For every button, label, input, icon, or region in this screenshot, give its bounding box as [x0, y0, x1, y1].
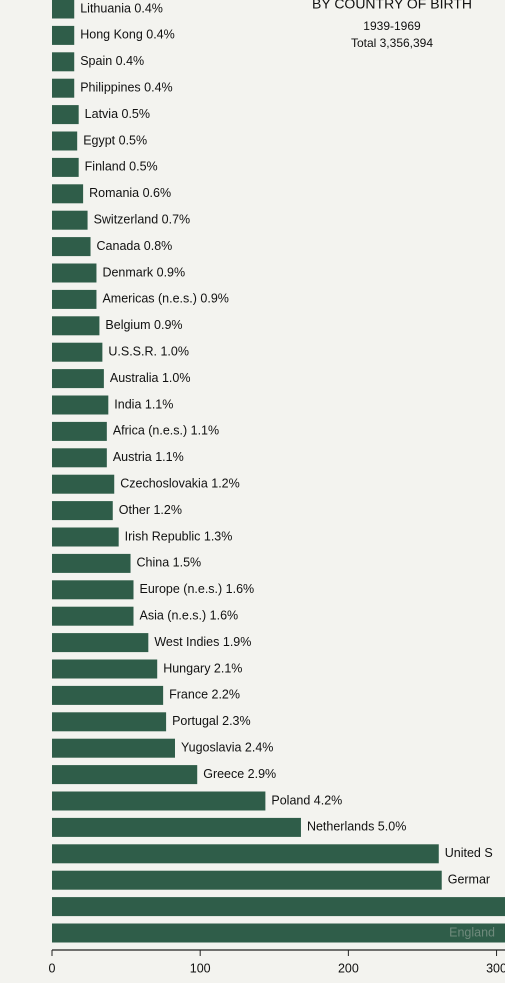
bar	[52, 157, 79, 177]
bar	[52, 738, 175, 758]
bar	[52, 501, 113, 521]
bar	[52, 78, 75, 98]
chart-subtitle: 1939-1969	[363, 19, 421, 33]
bar	[52, 421, 107, 441]
bar	[52, 131, 78, 151]
bar-label: Poland 4.2%	[271, 793, 342, 807]
bar	[52, 791, 266, 811]
bar	[52, 580, 134, 600]
bar-label: Asia (n.e.s.) 1.6%	[140, 608, 239, 622]
bar-label: U.S.S.R. 1.0%	[108, 344, 189, 358]
bar-label: West Indies 1.9%	[154, 635, 251, 649]
bar	[52, 0, 75, 19]
bar	[52, 712, 167, 732]
bar	[52, 817, 301, 837]
bar	[52, 52, 75, 72]
x-tick-label: 100	[190, 961, 211, 975]
bar	[52, 527, 119, 547]
bar	[52, 844, 439, 864]
bar-label: China 1.5%	[137, 556, 202, 570]
bar	[52, 25, 75, 45]
bar-label: Denmark 0.9%	[102, 265, 185, 279]
bar-label: Latvia 0.5%	[85, 107, 150, 121]
bar	[52, 897, 505, 917]
bar-label: Irish Republic 1.3%	[125, 529, 233, 543]
bar-label: Germar	[448, 872, 490, 886]
bar-label: Belgium 0.9%	[105, 318, 182, 332]
bar-label: Australia 1.0%	[110, 371, 191, 385]
bar	[52, 263, 97, 283]
bar-label: Americas (n.e.s.) 0.9%	[102, 292, 228, 306]
x-tick-label: 200	[338, 961, 359, 975]
bar-label: Philippines 0.4%	[80, 80, 172, 94]
annotation: Total 3,356,394	[351, 36, 433, 50]
bar	[52, 210, 88, 230]
bar-label: Yugoslavia 2.4%	[181, 740, 273, 754]
bar	[52, 923, 505, 943]
bar-label: Netherlands 5.0%	[307, 820, 406, 834]
bar	[52, 870, 442, 890]
bar	[52, 395, 109, 415]
bar-label: Lithuania 0.4%	[80, 1, 163, 15]
bar-label: Austria 1.1%	[113, 450, 184, 464]
bar	[52, 606, 134, 626]
bar-label: Africa (n.e.s.) 1.1%	[113, 424, 219, 438]
bar-label: India 1.1%	[114, 397, 173, 411]
bar	[52, 659, 158, 679]
x-tick-label: 300	[486, 961, 505, 975]
bar-label: Europe (n.e.s.) 1.6%	[140, 582, 255, 596]
bar-label: Romania 0.6%	[89, 186, 171, 200]
bar	[52, 289, 97, 309]
bar	[52, 237, 91, 257]
bar-label: France 2.2%	[169, 688, 240, 702]
bar-label: Other 1.2%	[119, 503, 182, 517]
bar-label: Egypt 0.5%	[83, 133, 147, 147]
bar	[52, 342, 103, 362]
bar-label: Greece 2.9%	[203, 767, 276, 781]
x-tick-label: 0	[49, 961, 56, 975]
bar-label: Canada 0.8%	[97, 239, 173, 253]
bar-label: Portugal 2.3%	[172, 714, 251, 728]
bar-label: Finland 0.5%	[85, 160, 158, 174]
bar-label: Hungary 2.1%	[163, 661, 242, 675]
bar	[52, 369, 104, 389]
bar	[52, 553, 131, 573]
bar-label: Hong Kong 0.4%	[80, 28, 175, 42]
bar	[52, 474, 115, 494]
bar-label: Switzerland 0.7%	[94, 212, 191, 226]
bar	[52, 765, 198, 785]
bar	[52, 316, 100, 336]
bar	[52, 448, 107, 468]
bar	[52, 633, 149, 653]
bar-label: Czechoslovakia 1.2%	[120, 476, 240, 490]
bar-label: Spain 0.4%	[80, 54, 144, 68]
chart-title: BY COUNTRY OF BIRTH	[312, 0, 472, 12]
bar	[52, 685, 164, 705]
bar	[52, 184, 84, 204]
bar	[52, 105, 79, 125]
bar-label: United S	[445, 846, 493, 860]
bar-label: England	[449, 925, 495, 939]
